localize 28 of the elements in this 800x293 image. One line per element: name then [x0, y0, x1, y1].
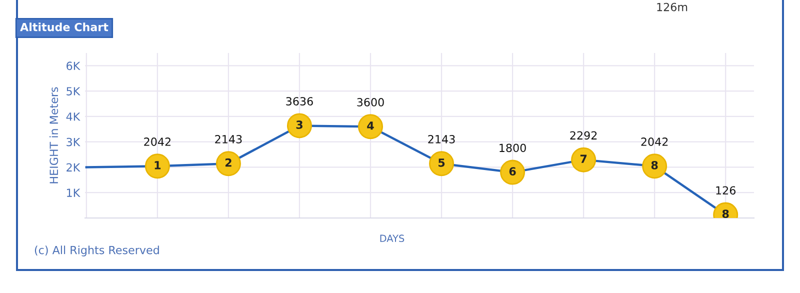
x-tick-label: 3 [296, 120, 302, 129]
x-axis-title: DAYS [380, 234, 404, 242]
data-label: 2292 [570, 131, 597, 140]
y-tick-label: 4K [66, 112, 80, 121]
x-tick-label: 7 [580, 154, 587, 163]
text: 126m [657, 2, 688, 12]
data-label: 2042 [144, 138, 170, 146]
x-tick-label: 4 [367, 122, 374, 130]
y-tick-label: 5K [66, 87, 80, 96]
data-label: 3636 [286, 97, 313, 106]
x-tick-label: 8 [651, 160, 658, 170]
data-label: 2143 [215, 134, 242, 144]
data-label: 126 [716, 186, 736, 195]
x-tick-label: 2 [225, 158, 232, 167]
y-tick-label: 1K [67, 188, 80, 197]
data-label: 1800 [500, 144, 526, 152]
text: (c) All Rights Reserved [34, 246, 159, 256]
y-tick-label: 3K [66, 138, 80, 146]
data-label: 2143 [428, 134, 455, 144]
x-tick-label: 6 [509, 167, 516, 176]
chart-title: Altitude Chart [20, 22, 108, 32]
y-tick-label: 6K [66, 62, 80, 70]
data-label: 3600 [357, 98, 384, 106]
y-tick-label: 2K [66, 163, 80, 172]
x-tick-label: 1 [154, 161, 161, 170]
x-tick-label: 5 [438, 158, 445, 167]
data-label: 2042 [641, 138, 668, 146]
y-axis-title: HEIGHT in Meters [49, 87, 58, 184]
